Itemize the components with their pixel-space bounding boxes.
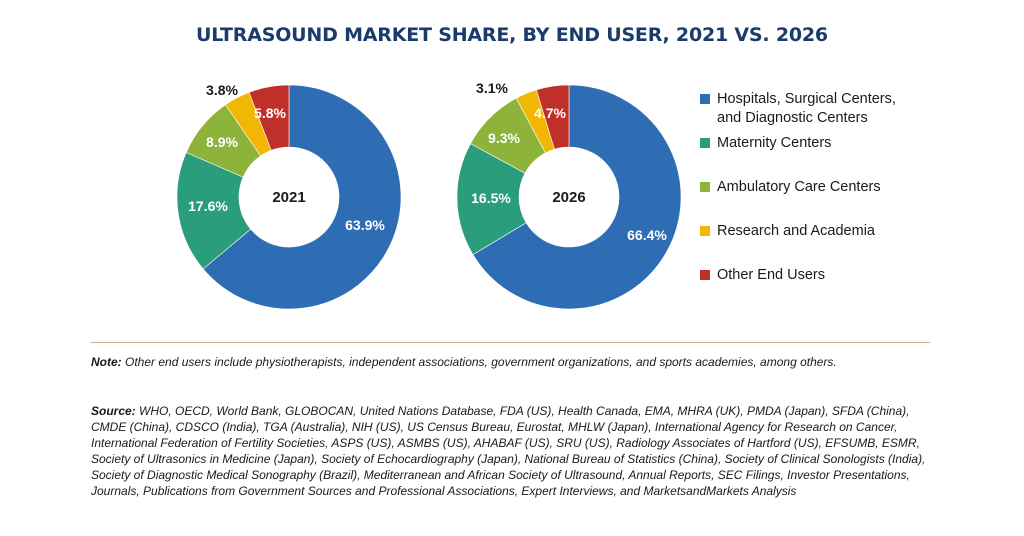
- slice-data-label: 9.3%: [488, 130, 520, 146]
- donut-slice: [456, 143, 527, 256]
- slice-data-label: 3.1%: [476, 80, 508, 96]
- footnote: Note: Other end users include physiother…: [91, 354, 931, 370]
- legend-label: Hospitals, Surgical Centers, and Diagnos…: [717, 91, 896, 126]
- divider: [90, 342, 930, 343]
- legend-item: Research and Academia: [700, 222, 875, 241]
- donut-charts: 2021 63.9% 17.6% 8.9% 3.8% 5.8% 2026 66.4% 16.5%…: [176, 80, 682, 310]
- donut-slice: [248, 84, 290, 151]
- donut-slice: [536, 84, 570, 150]
- legend-swatch: [700, 226, 710, 236]
- legend-item: Hospitals, Surgical Centers, and Diagnos…: [700, 90, 896, 128]
- note-text: Other end users include physiotherapists…: [121, 355, 837, 369]
- chart-title: ULTRASOUND MARKET SHARE, BY END USER, 20…: [196, 24, 828, 46]
- legend-swatch: [700, 94, 710, 104]
- legend-label: Research and Academia: [717, 223, 875, 239]
- source-label: Source:: [91, 404, 136, 418]
- legend-swatch: [700, 138, 710, 148]
- legend-swatch: [700, 182, 710, 192]
- slice-data-label: 8.9%: [206, 134, 238, 150]
- slice-data-label: 3.8%: [206, 82, 238, 98]
- donut-center-label: 2021: [272, 189, 305, 206]
- legend-swatch: [700, 270, 710, 280]
- legend-label: Ambulatory Care Centers: [717, 179, 881, 195]
- legend-item: Ambulatory Care Centers: [700, 178, 881, 197]
- legend-item: Other End Users: [700, 266, 825, 285]
- donut-center-label: 2026: [552, 189, 585, 206]
- source-body: WHO, OECD, World Bank, GLOBOCAN, United …: [91, 404, 926, 498]
- slice-data-label: 66.4%: [627, 227, 667, 243]
- legend-label: Maternity Centers: [717, 135, 832, 151]
- source-text: Source: WHO, OECD, World Bank, GLOBOCAN,…: [91, 403, 941, 499]
- legend-label: Other End Users: [717, 267, 825, 283]
- slice-data-label: 16.5%: [471, 190, 511, 206]
- donut-slice: [202, 84, 402, 310]
- slice-data-label: 5.8%: [254, 105, 286, 121]
- slice-data-label: 4.7%: [534, 105, 566, 121]
- legend-item: Maternity Centers: [700, 134, 831, 153]
- donut-slice: [472, 84, 682, 310]
- slice-data-label: 17.6%: [188, 198, 228, 214]
- note-label: Note:: [91, 355, 122, 369]
- slice-data-label: 63.9%: [345, 217, 385, 233]
- donut-slice: [176, 152, 252, 270]
